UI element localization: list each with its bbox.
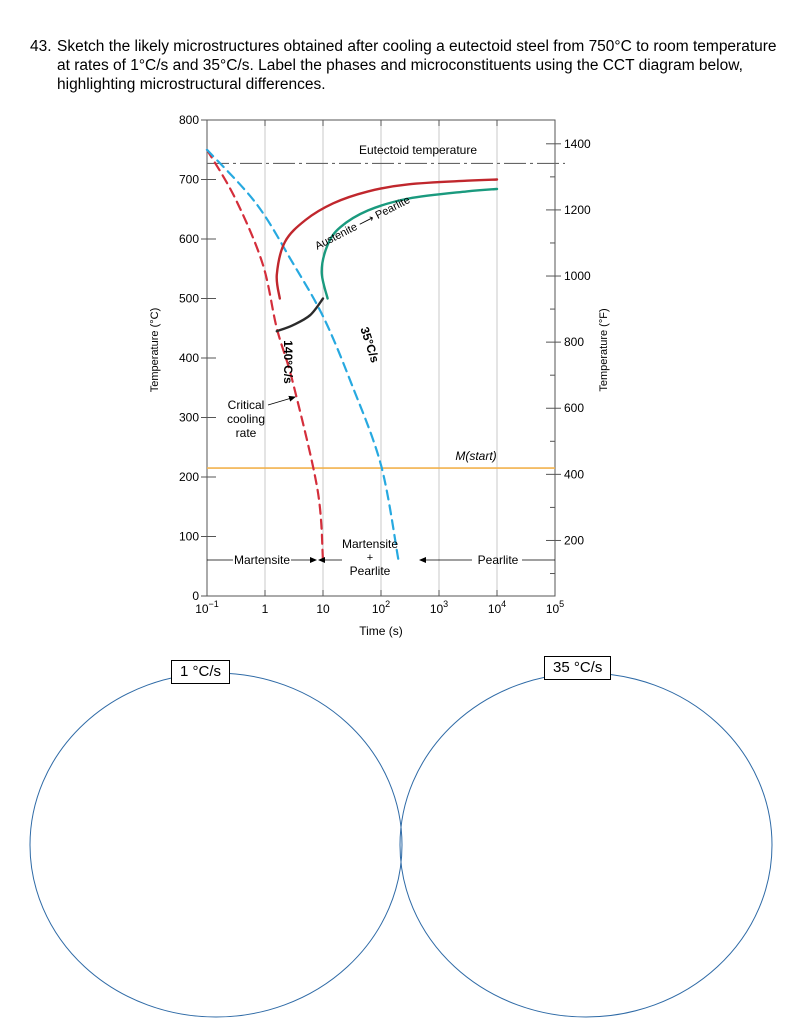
mix-martensite-label: Martensite xyxy=(342,537,398,551)
x-tick-label: 10−1 xyxy=(195,599,219,616)
sketch-label-left: 1 °C/s xyxy=(171,660,231,684)
mix-plus-label: + xyxy=(367,552,373,564)
x-tick-label: 1 xyxy=(262,602,269,616)
y-tick-label-left: 0 xyxy=(192,589,199,603)
x-tick-label: 102 xyxy=(372,599,390,616)
austenite-pearlite-label: Austenite ⟶ Pearlite xyxy=(313,194,412,252)
axis-title-right: Temperature (°F) xyxy=(598,308,610,391)
y-tick-label-right: 1200 xyxy=(564,203,591,217)
y-tick-label-left: 300 xyxy=(179,411,199,425)
x-tick-label: 10 xyxy=(316,602,330,616)
critical-arrow xyxy=(267,395,296,406)
series-pearlite-finish-curve xyxy=(320,187,499,300)
martensite-label: Martensite xyxy=(234,553,290,567)
y-tick-label-left: 100 xyxy=(179,530,199,544)
y-tick-label-right: 800 xyxy=(564,335,584,349)
series-pearlite-start-curve xyxy=(275,178,499,300)
y-tick-label-left: 600 xyxy=(179,232,199,246)
y-tick-label-left: 200 xyxy=(179,470,199,484)
critical-label-2: cooling xyxy=(227,412,265,426)
series-blue-curve xyxy=(205,148,400,562)
rate-140-label: 140°C/s xyxy=(281,340,295,384)
y-tick-label-right: 1000 xyxy=(564,269,591,283)
question-text: Sketch the likely microstructures obtain… xyxy=(57,38,777,93)
rate-35-label: 35°C/s xyxy=(357,325,382,365)
y-tick-label-right: 600 xyxy=(564,401,584,415)
y-tick-label-right: 1400 xyxy=(564,137,591,151)
y-tick-label-right: 400 xyxy=(564,467,584,481)
y-tick-label-left: 800 xyxy=(179,113,199,127)
mstart-label: M(start) xyxy=(455,449,496,463)
y-tick-label-left: 500 xyxy=(179,292,199,306)
sketch-circle-left[interactable] xyxy=(29,672,403,1018)
question-number: 43. xyxy=(30,38,52,55)
x-tick-label: 103 xyxy=(430,599,448,616)
axis-title-x: Time (s) xyxy=(359,624,403,638)
critical-label-1: Critical xyxy=(228,398,265,412)
x-tick-label: 104 xyxy=(488,599,506,616)
y-tick-label-right: 200 xyxy=(564,533,584,547)
pearlite-label: Pearlite xyxy=(478,553,519,567)
sketch-label-right: 35 °C/s xyxy=(544,656,612,680)
x-tick-label: 105 xyxy=(546,599,564,616)
critical-label-3: rate xyxy=(236,426,257,440)
axis-title-left: Temperature (°C) xyxy=(149,308,161,392)
y-tick-label-left: 400 xyxy=(179,351,199,365)
series-transformation-stop-curve xyxy=(275,297,325,333)
eutectoid-label: Eutectoid temperature xyxy=(359,143,477,157)
y-tick-label-left: 700 xyxy=(179,173,199,187)
mix-pearlite-label: Pearlite xyxy=(350,564,391,578)
sketch-circle-right[interactable] xyxy=(399,672,773,1018)
series-red-curve xyxy=(205,148,325,562)
